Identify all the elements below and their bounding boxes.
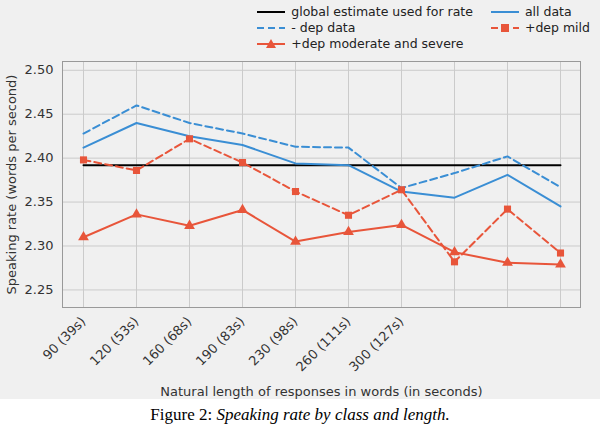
- html-text:- dep data: - dep data: [291, 20, 356, 35]
- svg-text:120 (53s): 120 (53s): [87, 314, 142, 369]
- svg-text:Natural length of responses in: Natural length of responses in words (in…: [160, 384, 482, 399]
- svg-text:160 (68s): 160 (68s): [140, 314, 195, 369]
- svg-text:Speaking rate (words per secon: Speaking rate (words per second): [4, 75, 19, 295]
- svg-text:2.50: 2.50: [25, 62, 54, 77]
- svg-text:260 (111s): 260 (111s): [293, 314, 354, 375]
- svg-text:190 (83s): 190 (83s): [193, 314, 248, 369]
- html-text:+dep moderate and severe: +dep moderate and severe: [291, 36, 464, 51]
- svg-text:2.30: 2.30: [25, 238, 54, 253]
- svg-text:230 (98s): 230 (98s): [246, 314, 301, 369]
- html-text:global estimate used for rate: global estimate used for rate: [291, 4, 473, 19]
- svg-text:2.35: 2.35: [25, 194, 54, 209]
- svg-text:300 (127s): 300 (127s): [346, 314, 407, 375]
- html-text:Figure 2: Speaking rate by cla: Figure 2: Speaking rate by class and len…: [150, 405, 450, 424]
- svg-text:2.25: 2.25: [25, 282, 54, 297]
- svg-text:90 (39s): 90 (39s): [40, 314, 89, 363]
- svg-text:2.40: 2.40: [25, 150, 54, 165]
- svg-text:2.45: 2.45: [25, 106, 54, 121]
- html-text:all data: all data: [524, 4, 572, 19]
- html-text:+dep mild: +dep mild: [524, 20, 590, 35]
